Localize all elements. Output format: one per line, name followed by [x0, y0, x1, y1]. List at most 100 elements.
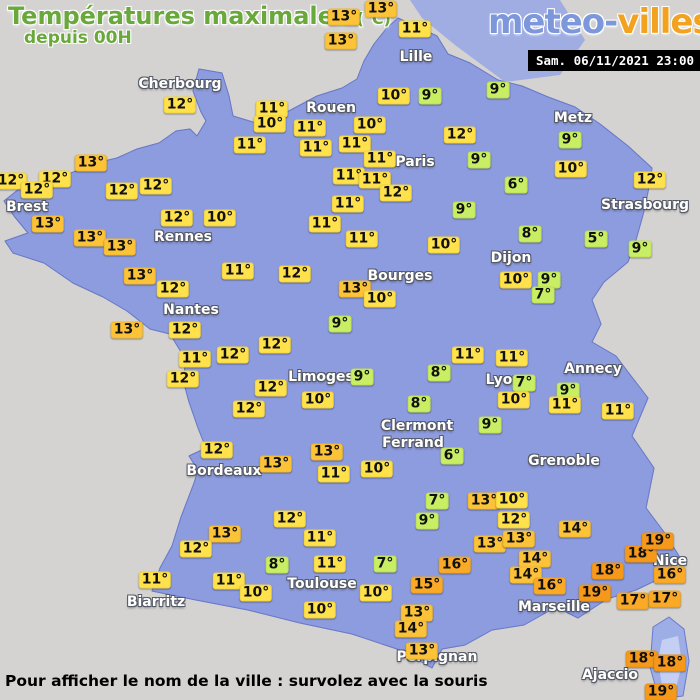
temp-label[interactable]: 8° — [407, 395, 431, 413]
temp-label[interactable]: 11° — [317, 465, 351, 483]
temp-label[interactable]: 16° — [438, 556, 472, 574]
temp-label[interactable]: 13° — [73, 229, 107, 247]
temp-label[interactable]: 9° — [486, 81, 510, 99]
temp-label[interactable]: 11° — [338, 135, 372, 153]
temp-label[interactable]: 7° — [512, 374, 536, 392]
temp-label[interactable]: 12° — [379, 184, 413, 202]
temp-label[interactable]: 12° — [166, 370, 200, 388]
temp-label[interactable]: 12° — [105, 182, 139, 200]
temp-label[interactable]: 11° — [495, 349, 529, 367]
temp-label[interactable]: 17° — [648, 590, 682, 608]
temp-label[interactable]: 9° — [415, 512, 439, 530]
temp-label[interactable]: 9° — [556, 382, 580, 400]
temp-label[interactable]: 13° — [324, 32, 358, 50]
temp-label[interactable]: 13° — [259, 455, 293, 473]
temp-label[interactable]: 13° — [123, 267, 157, 285]
temp-label[interactable]: 11° — [233, 136, 267, 154]
temp-label[interactable]: 12° — [497, 511, 531, 529]
temp-label[interactable]: 12° — [179, 540, 213, 558]
temp-label[interactable]: 6° — [440, 447, 464, 465]
temp-label[interactable]: 13° — [400, 604, 434, 622]
temp-label[interactable]: 16° — [653, 566, 687, 584]
temp-label[interactable]: 13° — [31, 215, 65, 233]
temp-label[interactable]: 9° — [328, 315, 352, 333]
temp-label[interactable]: 10° — [495, 491, 529, 509]
temp-label[interactable]: 18° — [591, 562, 625, 580]
temp-label[interactable]: 16° — [533, 577, 567, 595]
temp-label[interactable]: 12° — [254, 379, 288, 397]
temp-label[interactable]: 13° — [502, 530, 536, 548]
temp-label[interactable]: 12° — [633, 171, 667, 189]
temp-label[interactable]: 12° — [168, 321, 202, 339]
temp-label[interactable]: 12° — [160, 209, 194, 227]
temp-label[interactable]: 11° — [293, 119, 327, 137]
temp-label[interactable]: 11° — [308, 215, 342, 233]
temp-label[interactable]: 10° — [239, 584, 273, 602]
temp-label[interactable]: 8° — [427, 364, 451, 382]
temp-label[interactable]: 10° — [359, 584, 393, 602]
temp-label[interactable]: 13° — [110, 321, 144, 339]
temp-label[interactable]: 12° — [278, 265, 312, 283]
temp-label[interactable]: 12° — [139, 177, 173, 195]
temp-label[interactable]: 12° — [200, 441, 234, 459]
temp-label[interactable]: 10° — [497, 391, 531, 409]
temp-label[interactable]: 12° — [216, 346, 250, 364]
temp-label[interactable]: 10° — [353, 116, 387, 134]
temp-label[interactable]: 11° — [255, 100, 289, 118]
temp-label[interactable]: 9° — [452, 201, 476, 219]
temp-label[interactable]: 12° — [0, 172, 28, 190]
temp-label[interactable]: 10° — [499, 271, 533, 289]
temp-label[interactable]: 9° — [628, 240, 652, 258]
temp-label[interactable]: 14° — [394, 620, 428, 638]
temp-label[interactable]: 19° — [578, 584, 612, 602]
temp-label[interactable]: 13° — [103, 238, 137, 256]
temp-label[interactable]: 9° — [350, 368, 374, 386]
temp-label[interactable]: 10° — [301, 391, 335, 409]
temp-label[interactable]: 10° — [253, 115, 287, 133]
temp-label[interactable]: 9° — [418, 87, 442, 105]
temp-label[interactable]: 19° — [644, 683, 678, 700]
temp-label[interactable]: 7° — [531, 286, 555, 304]
temp-label[interactable]: 7° — [425, 492, 449, 510]
temp-label[interactable]: 7° — [373, 555, 397, 573]
temp-label[interactable]: 11° — [212, 572, 246, 590]
temp-label[interactable]: 12° — [273, 510, 307, 528]
temp-label[interactable]: 10° — [303, 601, 337, 619]
temp-label[interactable]: 10° — [363, 290, 397, 308]
temp-label[interactable]: 17° — [616, 592, 650, 610]
temp-label[interactable]: 11° — [178, 350, 212, 368]
temp-label[interactable]: 10° — [203, 209, 237, 227]
temp-label[interactable]: 18° — [625, 650, 659, 668]
temp-label[interactable]: 11° — [138, 571, 172, 589]
temp-label[interactable]: 11° — [345, 230, 379, 248]
temp-label[interactable]: 19° — [641, 532, 675, 550]
temp-label[interactable]: 13° — [327, 8, 361, 26]
temp-label[interactable]: 11° — [363, 150, 397, 168]
meteo-villes-logo[interactable]: meteo-villes.com — [488, 2, 700, 42]
temp-label[interactable]: 10° — [377, 87, 411, 105]
temp-label[interactable]: 14° — [558, 520, 592, 538]
temp-label[interactable]: 13° — [310, 443, 344, 461]
temp-label[interactable]: 11° — [332, 167, 366, 185]
temp-label[interactable]: 12° — [232, 400, 266, 418]
temp-label[interactable]: 13° — [473, 535, 507, 553]
temp-label[interactable]: 11° — [221, 262, 255, 280]
temp-label[interactable]: 11° — [601, 402, 635, 420]
temp-label[interactable]: 13° — [208, 525, 242, 543]
temp-label[interactable]: 15° — [410, 576, 444, 594]
temp-label[interactable]: 13° — [405, 642, 439, 660]
temp-label[interactable]: 13° — [74, 154, 108, 172]
temp-label[interactable]: 12° — [20, 181, 54, 199]
temp-label[interactable]: 14° — [518, 550, 552, 568]
temp-label[interactable]: 12° — [156, 280, 190, 298]
temp-label[interactable]: 9° — [537, 271, 561, 289]
temp-label[interactable]: 11° — [548, 396, 582, 414]
temp-label[interactable]: 10° — [554, 160, 588, 178]
temp-label[interactable]: 13° — [338, 280, 372, 298]
temp-label[interactable]: 18° — [624, 545, 658, 563]
temp-label[interactable]: 11° — [303, 529, 337, 547]
temp-label[interactable]: 11° — [451, 346, 485, 364]
temp-label[interactable]: 13° — [364, 0, 398, 18]
temp-label[interactable]: 11° — [398, 20, 432, 38]
temp-label[interactable]: 11° — [358, 171, 392, 189]
